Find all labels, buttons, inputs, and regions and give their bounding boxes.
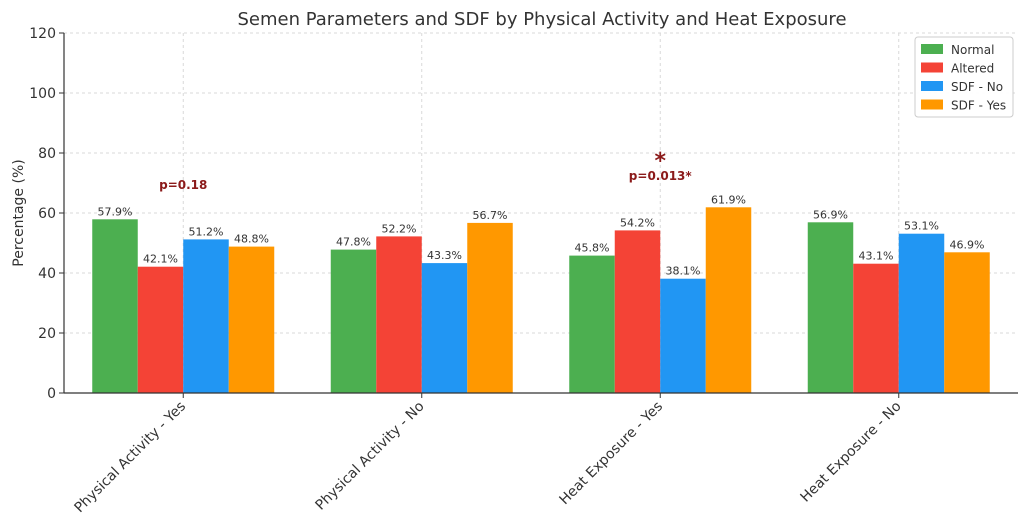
legend-frame: [914, 36, 1014, 118]
legend-label: SDF - Yes: [951, 99, 1006, 113]
legend: Normal Altered SDF - No SDF - Yes: [914, 36, 1014, 118]
bar-altered-0: [137, 266, 184, 393]
bar-sdf-no-2: [660, 278, 706, 393]
y-tick-label: 20: [38, 326, 56, 342]
bar-value-label: 46.9%: [950, 238, 985, 251]
y-tick-labels: 0 20 40 60 80 100 120: [29, 26, 64, 402]
p-value-annotation: p=0.18: [159, 178, 207, 192]
y-axis-label: Percentage (%): [11, 159, 27, 266]
annotations: p=0.18 p=0.013**: [159, 149, 692, 192]
legend-swatch: [921, 99, 943, 110]
bar-value-label: 51.2%: [189, 225, 224, 238]
y-tick-label: 0: [47, 386, 56, 402]
bar-value-label: 48.8%: [234, 233, 269, 246]
legend-label: SDF - No: [951, 80, 1003, 94]
y-tick-label: 60: [38, 206, 56, 222]
bar-sdf-no-0: [183, 239, 229, 393]
bars: [92, 207, 990, 393]
bar-sdf-no-1: [421, 263, 468, 393]
y-tick-label: 40: [38, 266, 56, 282]
bar-value-label: 61.9%: [711, 193, 746, 206]
y-tick-label: 120: [29, 26, 56, 42]
bar-altered-3: [853, 263, 899, 393]
bar-normal-0: [92, 219, 138, 393]
legend-label: Altered: [951, 62, 994, 76]
legend-swatch: [921, 62, 943, 73]
bar-sdf-yes-1: [467, 222, 513, 393]
p-value-annotation: p=0.013*: [629, 169, 693, 183]
bar-value-label: 43.3%: [427, 249, 462, 262]
bar-sdf-yes-3: [944, 252, 990, 393]
x-tick-label: Physical Activity - Yes: [71, 399, 189, 517]
bar-value-label: 42.1%: [143, 253, 178, 266]
bar-sdf-yes-0: [228, 246, 275, 393]
bar-value-label: 38.1%: [666, 265, 701, 278]
legend-swatch: [921, 81, 943, 91]
bar-value-label: 56.7%: [473, 209, 508, 222]
bar-value-label: 52.2%: [382, 222, 417, 235]
significance-star: *: [654, 149, 666, 174]
bar-altered-1: [376, 236, 422, 393]
bar-value-label: 53.1%: [904, 220, 939, 233]
bar-normal-3: [807, 222, 854, 393]
bar-sdf-no-3: [898, 233, 945, 393]
chart-title: Semen Parameters and SDF by Physical Act…: [237, 9, 846, 30]
bar-value-label: 47.8%: [336, 236, 371, 249]
x-tick-label: Heat Exposure - Yes: [556, 399, 666, 509]
bar-altered-2: [614, 230, 661, 393]
bar-value-label: 43.1%: [859, 250, 894, 263]
legend-label: Normal: [951, 43, 994, 57]
value-labels: 57.9% 47.8% 45.8% 56.9% 42.1% 52.2% 54.2% 43.1%…: [98, 193, 985, 277]
x-tick-label: Physical Activity - No: [312, 399, 427, 514]
x-tick-label: Heat Exposure - No: [797, 399, 904, 506]
bar-value-label: 45.8%: [575, 242, 610, 255]
y-tick-label: 100: [29, 86, 56, 102]
bar-value-label: 57.9%: [98, 205, 133, 218]
bar-value-label: 54.2%: [620, 216, 655, 229]
bar-normal-2: [569, 255, 615, 393]
x-tick-labels: Physical Activity - Yes Physical Activity…: [71, 393, 905, 517]
legend-swatch: [921, 44, 943, 54]
bar-normal-1: [330, 249, 377, 393]
bar-sdf-yes-2: [705, 207, 752, 393]
bar-value-label: 56.9%: [813, 208, 848, 221]
y-tick-label: 80: [38, 146, 56, 162]
